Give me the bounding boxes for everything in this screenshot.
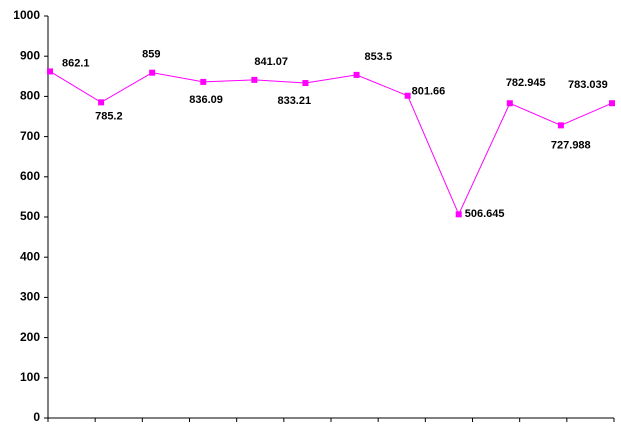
y-tick-label: 800 [20,89,40,103]
data-label: 862.1 [62,57,90,69]
y-tick-label: 700 [20,129,40,143]
y-tick-label: 200 [20,330,40,344]
data-point [404,92,411,99]
data-label: 841.07 [254,56,288,68]
y-tick-label: 0 [33,410,40,424]
data-point [455,211,462,218]
data-label: 859 [142,49,160,61]
y-tick-label: 400 [20,249,40,263]
y-tick-label: 300 [20,290,40,304]
data-label: 506.645 [465,208,505,220]
data-label: 853.5 [365,51,393,63]
data-label: 801.66 [412,86,446,98]
data-line [49,71,613,216]
data-point [149,69,156,76]
data-point [506,100,513,107]
data-point [47,68,53,75]
y-tick-label: 100 [20,370,40,384]
data-point [200,78,207,85]
data-point [353,71,360,78]
y-tick-label: 1000 [13,8,40,22]
data-point [557,122,564,129]
data-point [251,76,258,83]
data-label: 727.988 [551,139,591,151]
data-point [609,100,615,107]
data-label: 833.21 [277,95,311,107]
y-tick-label: 600 [20,169,40,183]
y-tick-label: 500 [20,209,40,223]
y-tick-label: 900 [20,48,40,62]
data-label: 836.09 [189,94,223,106]
data-label: 785.2 [95,110,123,122]
data-point [302,80,309,87]
data-label: 782.945 [506,77,546,89]
data-point [98,99,105,106]
data-label: 783.039 [568,79,608,91]
